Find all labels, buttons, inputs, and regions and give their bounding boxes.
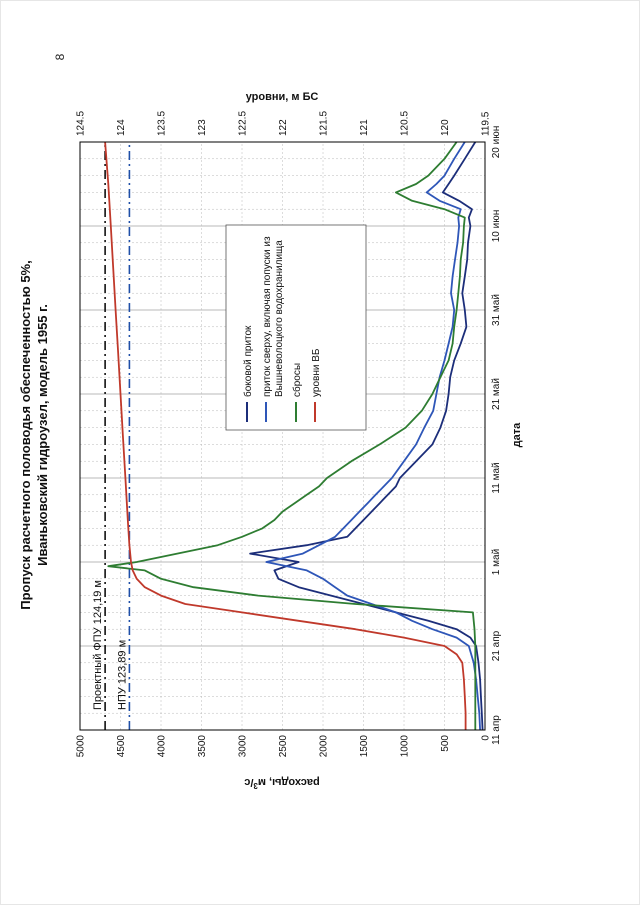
reference-line-label: НПУ 123,89 м <box>116 640 128 710</box>
y-tick-label: 5000 <box>76 735 87 758</box>
y-tick-label: 4000 <box>157 735 168 758</box>
page-number: 8 <box>53 53 67 61</box>
y2-tick-label: 123.5 <box>157 111 168 136</box>
series <box>104 141 484 731</box>
x-tick-label: 10 июн <box>491 210 502 243</box>
y-tick-label: 4500 <box>116 735 127 758</box>
y-tick-label: 3500 <box>197 735 208 758</box>
y-axis-title: расходы, м3/с <box>244 776 320 790</box>
x-tick-label: 21 май <box>491 378 502 410</box>
y-tick-labels: 0 500 1000 1500 2000 2500 3000 3500 4000 4500 5000 <box>76 735 492 758</box>
y2-tick-label: 120 <box>440 119 451 136</box>
y-tick-label: 2000 <box>319 735 330 758</box>
y2-tick-label: 122.5 <box>238 111 249 136</box>
x-axis-title: дата <box>511 422 523 447</box>
series-line-3 <box>104 141 467 730</box>
y-tick-label: 500 <box>440 735 451 752</box>
x-tick-label: 11 апр <box>491 715 502 745</box>
y2-tick-label: 124.5 <box>76 111 87 136</box>
x-tick-label: 20 июн <box>491 126 502 159</box>
y-tick-label: 3000 <box>238 735 249 758</box>
y-tick-label: 1500 <box>359 735 370 758</box>
y2-tick-label: 123 <box>197 119 208 136</box>
y2-axis-title: уровни, м БС <box>246 91 319 103</box>
y2-tick-label: 119.5 <box>481 111 492 136</box>
legend-label-levels: уровни ВБ <box>311 348 322 397</box>
y2-tick-label: 122 <box>278 119 289 136</box>
y2-tick-label: 121.5 <box>319 111 330 136</box>
y-tick-label: 2500 <box>278 735 289 758</box>
x-tick-label: 31 май <box>491 294 502 326</box>
legend: боковой приток приток сверху, включая по… <box>225 224 367 431</box>
legend-label-releases: сбросы <box>291 363 303 397</box>
series-line-2 <box>107 141 477 730</box>
y2-tick-labels: 119.5 120 120.5 121 121.5 122 122.5 123 123.5 124… <box>76 111 492 136</box>
y-tick-label: 0 <box>481 735 492 741</box>
y2-tick-label: 120.5 <box>400 111 411 136</box>
x-tick-labels: 11 апр 21 апр 1 май 11 май 21 май 31 май 10 ию… <box>491 126 502 745</box>
legend-label-side-inflow: боковой приток <box>242 325 254 397</box>
x-tick-label: 21 апр <box>491 630 502 661</box>
y2-tick-label: 124 <box>116 119 127 136</box>
x-tick-label: 1 май <box>491 549 502 575</box>
series-line-1 <box>265 141 481 731</box>
chart-title-line-1: Пропуск расчетного половодья обеспеченно… <box>18 260 33 609</box>
legend-box <box>225 224 367 431</box>
x-tick-label: 11 май <box>491 462 502 493</box>
chart-title-line-2: Иваньковский гидроузел, модель 1955 г. <box>35 304 50 566</box>
reference-lines: Проектный ФПУ 124,19 м НПУ 123,89 м <box>92 142 131 730</box>
y2-tick-label: 121 <box>359 119 370 136</box>
y-tick-label: 1000 <box>400 735 411 758</box>
series-line-0 <box>249 141 484 731</box>
reference-line-label: Проектный ФПУ 124,19 м <box>92 580 104 710</box>
legend-label-upper-inflow: приток сверху, включая попуски изВышнево… <box>262 236 285 397</box>
plot-frame <box>79 141 486 731</box>
